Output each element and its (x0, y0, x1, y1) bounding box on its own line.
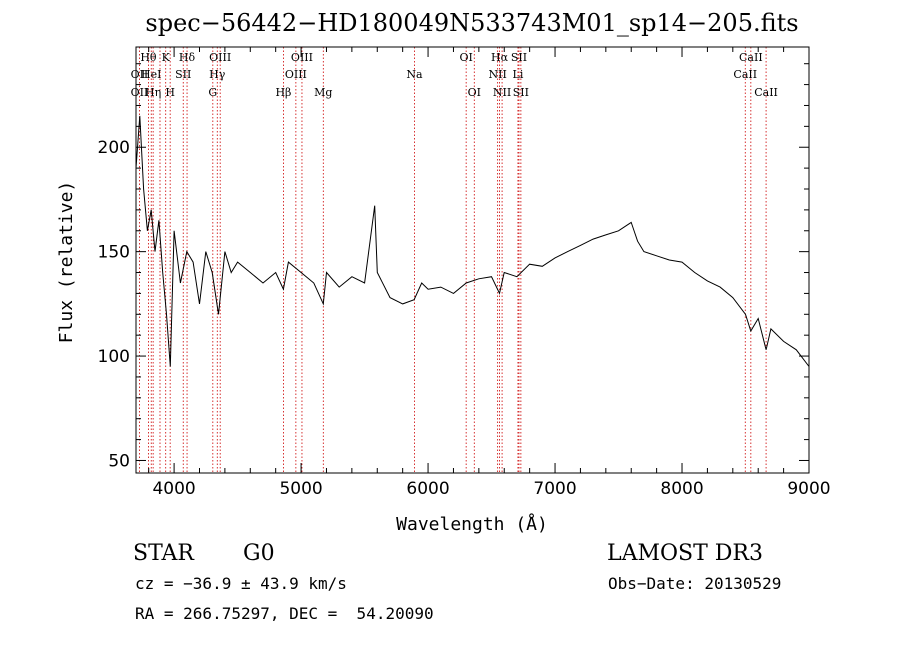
line-label: HeI (141, 68, 161, 81)
line-label: Hδ (179, 51, 196, 64)
line-label: NII (488, 68, 506, 81)
line-label: SII (511, 51, 527, 64)
line-label: SII (513, 86, 529, 99)
y-axis-ticks: 50 100 150 200 (98, 63, 809, 471)
x-tick-label: 6000 (406, 479, 449, 499)
line-label: OI (468, 86, 481, 99)
line-label: SII (175, 68, 191, 81)
x-tick-label: 4000 (152, 479, 195, 499)
line-label: Hθ (140, 51, 157, 64)
line-label: K (162, 51, 171, 64)
observation-date: Obs−Date: 20130529 (608, 574, 782, 593)
line-label: OIII (285, 68, 307, 81)
coordinates-text: RA = 266.75297, DEC = 54.20090 (135, 604, 434, 623)
x-tick-label: 7000 (533, 479, 576, 499)
line-label: OIII (291, 51, 313, 64)
line-label: OII (131, 68, 149, 81)
survey-name: LAMOST DR3 (607, 541, 763, 566)
plot-frame (135, 46, 810, 474)
line-label: Hη (145, 86, 161, 99)
y-tick-label: 50 (108, 451, 130, 471)
y-tick-label: 150 (98, 243, 130, 263)
x-tick-label: 5000 (279, 479, 322, 499)
x-axis-label: Wavelength (Å) (396, 513, 548, 535)
line-label: Hγ (209, 68, 226, 81)
line-label: Hβ (275, 86, 291, 99)
line-label: G (208, 86, 217, 99)
line-label: OIII (209, 51, 231, 64)
emission-line-markers (139, 47, 767, 473)
spectrum-line (135, 115, 810, 367)
line-label: OII (131, 86, 149, 99)
line-label: H (165, 86, 175, 99)
line-label: Na (406, 68, 423, 81)
x-tick-label: 8000 (660, 479, 703, 499)
y-tick-label: 200 (98, 138, 130, 158)
line-label: Mg (314, 86, 332, 99)
x-axis-ticks: 4000 5000 6000 7000 8000 9000 (148, 47, 831, 499)
line-label: NII (493, 86, 511, 99)
object-subclass: G0 (243, 541, 275, 566)
line-label: OI (459, 51, 472, 64)
y-axis-label: Flux (relative) (56, 181, 77, 344)
line-label: CaII (739, 51, 763, 64)
line-label: CaII (733, 68, 757, 81)
object-class: STAR (133, 541, 194, 566)
x-tick-label: 9000 (787, 479, 830, 499)
y-tick-label: 100 (98, 347, 130, 367)
line-label: Li (513, 68, 524, 81)
line-label: CaII (754, 86, 778, 99)
redshift-text: cz = −36.9 ± 43.9 km/s (135, 574, 347, 593)
chart-title: spec−56442−HD180049N533743M01_sp14−205.f… (145, 9, 798, 37)
line-label: Hα (491, 51, 509, 64)
